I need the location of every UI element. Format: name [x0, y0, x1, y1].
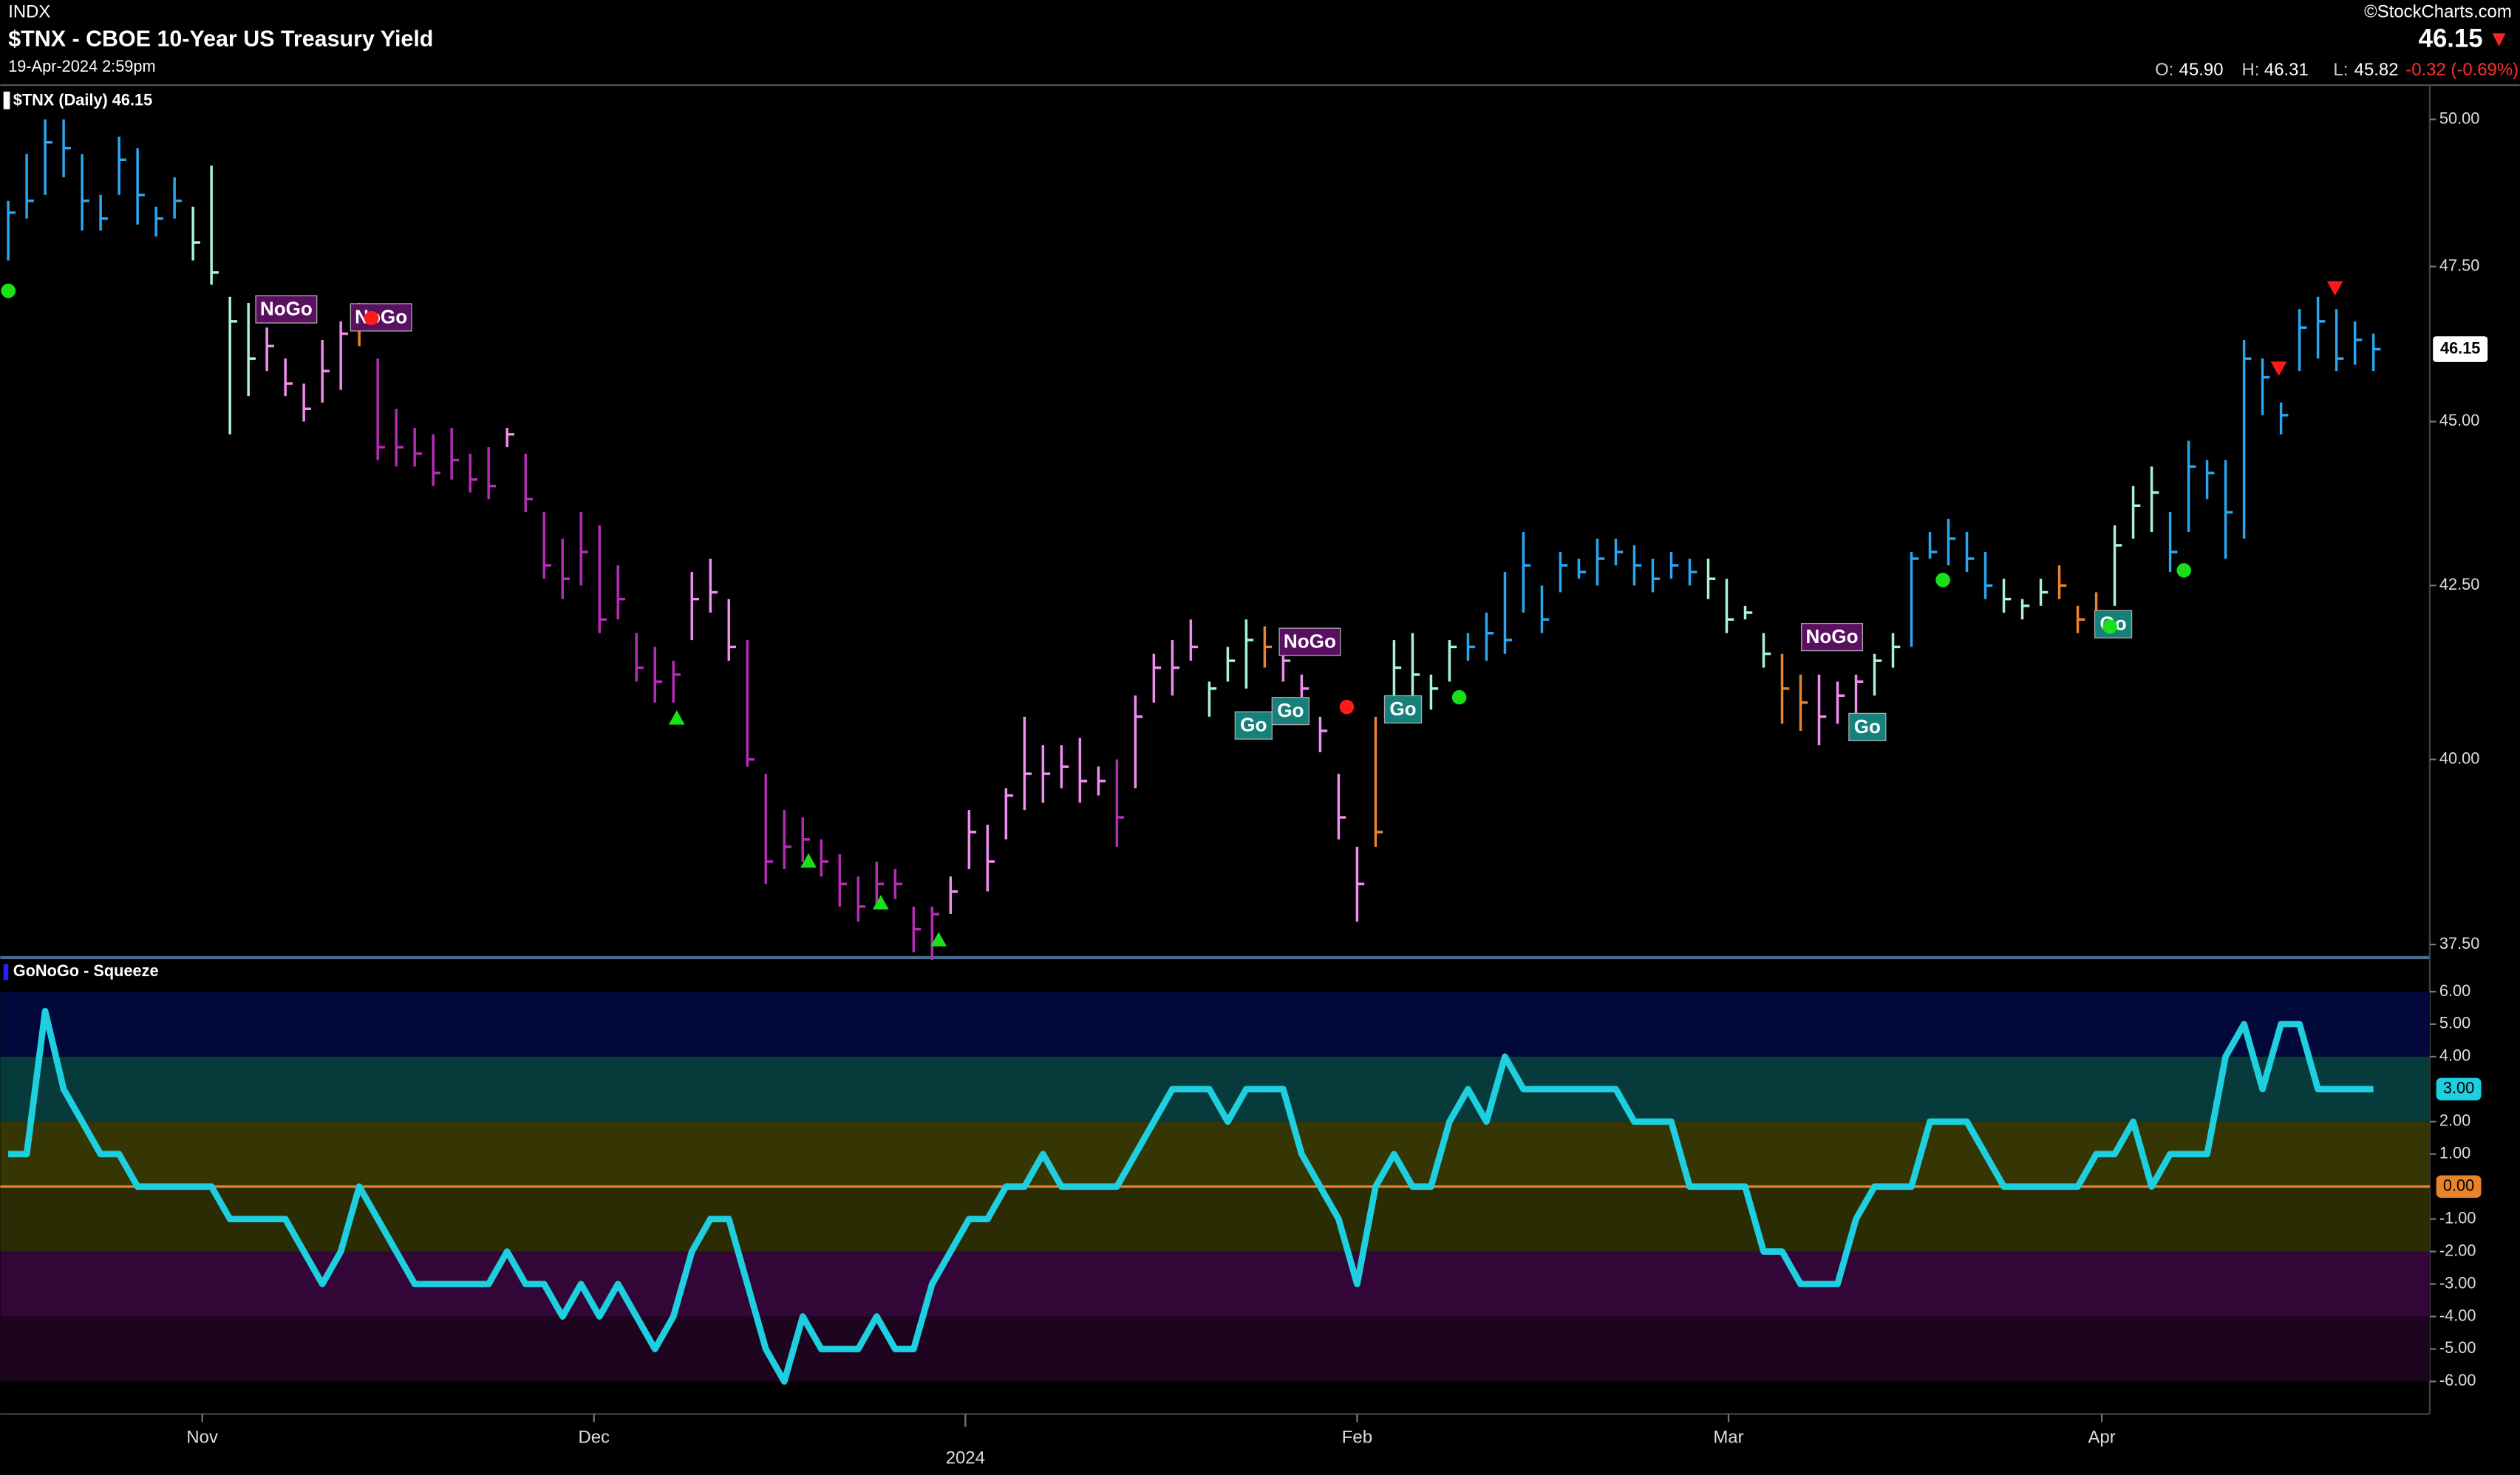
- signal-box: [1801, 622, 1864, 652]
- low-label: L:: [2333, 60, 2348, 80]
- signal-box: [1234, 711, 1273, 740]
- y-tick-label: 50.00: [2439, 109, 2479, 127]
- last-tag: [2433, 336, 2488, 362]
- signal-box: [350, 303, 412, 332]
- signal-label: NoGo: [355, 305, 407, 327]
- y-tick-label: 4.00: [2439, 1046, 2470, 1065]
- up-triangle: [930, 932, 947, 947]
- y-tick-label: -4.00: [2439, 1306, 2476, 1324]
- low: 45.82: [2354, 60, 2399, 80]
- go-dot: [1935, 573, 1950, 587]
- y-tick-label: -5.00: [2439, 1338, 2476, 1357]
- zero-tag: [2436, 1175, 2482, 1198]
- go-dot: [1, 283, 16, 299]
- signal-label: Go: [1240, 714, 1267, 736]
- zone-band: [0, 1121, 2430, 1187]
- go-dot: [1451, 689, 1467, 705]
- oscillator-line: [8, 1008, 2374, 1385]
- year-label: 2024: [946, 1448, 985, 1468]
- price-panel: 37.50 40.00 42.50 45.00 47.50 50.00 Nov Dec Feb M…: [3, 91, 2488, 1468]
- timestamp: 19-Apr-2024 2:59pm: [8, 57, 155, 75]
- zone-band: [0, 1186, 2430, 1252]
- chart-title: $TNX - CBOE 10-Year US Treasury Yield: [8, 26, 433, 51]
- y-tick-label: 6.00: [2439, 981, 2470, 1000]
- y-tick-label: 45.00: [2439, 411, 2479, 429]
- x-tick-label: Feb: [1342, 1427, 1372, 1447]
- legend: GoNoGo - Squeeze: [13, 961, 159, 980]
- up-triangle: [800, 853, 817, 868]
- last-tag-label: 3.00: [2443, 1079, 2474, 1097]
- open-label: O:: [2155, 60, 2173, 80]
- x-tick-label: Apr: [2088, 1427, 2115, 1447]
- overlays: NoGoNoGoGoGoNoGoGoNoGoGoGo: [1, 281, 2343, 947]
- y-tick-label: 5.00: [2439, 1014, 2470, 1032]
- x-tick-label: Nov: [186, 1427, 218, 1447]
- y-tick-label: -6.00: [2439, 1371, 2476, 1389]
- go-dot: [2102, 619, 2117, 634]
- last-tag: [2436, 1077, 2482, 1101]
- up-triangle: [872, 895, 889, 910]
- signal-label: NoGo: [1806, 625, 1859, 647]
- signal-label: Go: [1854, 715, 1881, 738]
- signal-label: Go: [1277, 699, 1304, 721]
- high: 46.31: [2264, 60, 2309, 80]
- go-dot: [2176, 563, 2192, 578]
- zone-band: [0, 1056, 2430, 1122]
- last-tag-label: 46.15: [2440, 338, 2480, 357]
- y-tick-label: 40.00: [2439, 749, 2479, 767]
- legend: $TNX (Daily) 46.15: [13, 91, 152, 109]
- exchange: INDX: [8, 2, 50, 22]
- y-tick-label: 37.50: [2439, 934, 2479, 953]
- zone-band: [0, 1316, 2430, 1382]
- indicator-panel: -6.00 -5.00 -4.00 -3.00 -2.00 -1.00 1.00 2.00 4.…: [0, 961, 2482, 1389]
- nogo-dot: [364, 310, 379, 326]
- signal-label: Go: [1389, 698, 1416, 720]
- signal-box: [1278, 627, 1341, 656]
- open: 45.90: [2179, 60, 2224, 80]
- change: -0.32 (-0.69%): [2405, 60, 2519, 80]
- y-tick-label: -2.00: [2439, 1241, 2476, 1259]
- signal-box: [1848, 712, 1887, 742]
- y-tick-label: 47.50: [2439, 256, 2479, 274]
- legend-icon: [3, 964, 9, 981]
- y-tick-label: -3.00: [2439, 1273, 2476, 1292]
- down-triangle: [2326, 281, 2343, 296]
- signal-box: [1271, 696, 1310, 726]
- y-tick-label: 42.50: [2439, 575, 2479, 593]
- zero-tag-label: 0.00: [2443, 1176, 2474, 1194]
- source: ©StockCharts.com: [2364, 2, 2512, 22]
- zone-band: [0, 992, 2430, 1057]
- legend-icon: [3, 91, 10, 109]
- high-label: H:: [2241, 60, 2259, 80]
- y-tick-label: 1.00: [2439, 1144, 2470, 1162]
- direction: ▼: [2487, 26, 2510, 51]
- nogo-dot: [1339, 699, 1355, 715]
- y-tick-label: 2.00: [2439, 1111, 2470, 1130]
- signal-label: NoGo: [1284, 630, 1336, 653]
- last-price: 46.15: [2419, 25, 2483, 53]
- x-tick-label: Dec: [578, 1427, 610, 1447]
- x-tick-label: Mar: [1713, 1427, 1743, 1447]
- signal-label: NoGo: [260, 298, 313, 320]
- signal-box: [1383, 695, 1423, 724]
- zone-band: [0, 1251, 2430, 1317]
- up-triangle: [668, 710, 685, 725]
- y-tick-label: -1.00: [2439, 1208, 2476, 1227]
- signal-box: [255, 295, 318, 324]
- down-triangle: [2270, 361, 2287, 376]
